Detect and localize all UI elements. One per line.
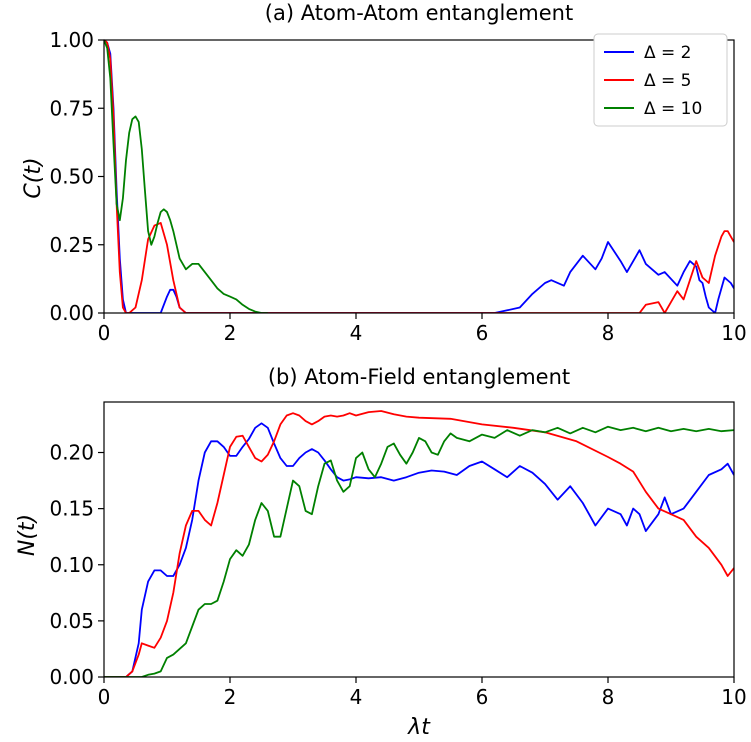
panel-b-xticks: 0 2 4 6 8 10 xyxy=(98,677,747,709)
panel-b-ytick-label: 0.10 xyxy=(49,553,94,577)
panel-a-xtick-label: 6 xyxy=(476,321,489,345)
panel-b-ytick-label: 0.05 xyxy=(49,609,94,633)
panel-b-xtick-label: 6 xyxy=(476,685,489,709)
panel-a-ytick-label: 1.00 xyxy=(49,28,94,52)
legend-label-delta-2: Δ = 2 xyxy=(644,43,692,63)
legend-label-delta-5: Δ = 5 xyxy=(644,71,692,91)
panel-a-ytick-label: 0.25 xyxy=(49,233,94,257)
legend-box xyxy=(593,33,728,127)
panel-b-xtick-label: 2 xyxy=(224,685,237,709)
panel-a-ylabel: C(t) xyxy=(21,157,46,198)
panel-b-ytick-label: 0.15 xyxy=(49,497,94,521)
panel-b-xtick-label: 8 xyxy=(602,685,615,709)
panel-a-series-delta-10 xyxy=(104,39,268,313)
panel-b-title: (b) Atom-Field entanglement xyxy=(268,365,570,389)
panel-a-series-delta-5 xyxy=(104,39,734,313)
panel-b-xlabel: λt xyxy=(407,715,431,740)
panel-b-series-group xyxy=(104,410,734,677)
legend-label-delta-10: Δ = 10 xyxy=(644,99,702,119)
panel-a-xticks: 0 2 4 6 8 10 xyxy=(98,313,747,345)
panel-b-yticks: 0.00 0.05 0.10 0.15 0.20 xyxy=(49,441,104,689)
panel-b-series-delta-5 xyxy=(104,410,734,677)
panel-a-ytick-label: 0.75 xyxy=(49,96,94,120)
panel-a-xtick-label: 10 xyxy=(721,321,746,345)
panel-b-xtick-label: 4 xyxy=(350,685,363,709)
panel-b-xtick-label: 0 xyxy=(98,685,111,709)
panel-b: (b) Atom-Field entanglement 0 2 4 6 8 10 0.00… xyxy=(15,365,747,740)
panel-b-ytick-label: 0.20 xyxy=(49,441,94,465)
panel-a: (a) Atom-Atom entanglement 0 2 4 6 8 10 0.000… xyxy=(21,1,747,345)
panel-b-series-delta-2 xyxy=(104,422,734,677)
panel-b-ylabel: N(t) xyxy=(15,514,40,556)
panel-a-ytick-label: 0.50 xyxy=(49,165,94,189)
panel-a-xtick-label: 2 xyxy=(224,321,237,345)
panel-b-series-delta-10 xyxy=(104,425,734,677)
panel-a-title: (a) Atom-Atom entanglement xyxy=(265,1,573,25)
panel-a-series-delta-2 xyxy=(104,39,734,313)
panel-a-xtick-label: 0 xyxy=(98,321,111,345)
legend: Δ = 2 Δ = 5 Δ = 10 xyxy=(593,33,728,127)
panel-b-ytick-label: 0.00 xyxy=(49,665,94,689)
panel-a-series-group xyxy=(104,39,734,313)
panel-a-xtick-label: 8 xyxy=(602,321,615,345)
panel-a-yticks: 0.00 0.25 0.50 0.75 1.00 xyxy=(49,28,104,325)
panel-a-xtick-label: 4 xyxy=(350,321,363,345)
panel-b-axes-frame xyxy=(103,401,735,678)
panel-a-ytick-label: 0.00 xyxy=(49,301,94,325)
panel-b-xtick-label: 10 xyxy=(721,685,746,709)
